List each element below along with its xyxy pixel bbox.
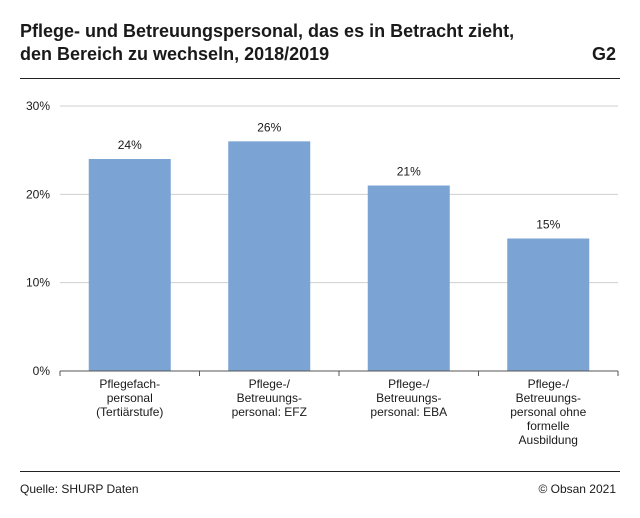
data-label: 15% bbox=[536, 218, 560, 232]
source-note: Quelle: SHURP Daten bbox=[20, 482, 139, 496]
chart-title: Pflege- und Betreuungspersonal, das es i… bbox=[20, 21, 515, 64]
data-label: 21% bbox=[397, 165, 421, 179]
x-tick-label-line: personal: EFZ bbox=[232, 405, 307, 419]
x-tick-label-line: Pflege-/ bbox=[528, 377, 570, 391]
x-tick-label-line: Ausbildung bbox=[519, 433, 578, 447]
y-tick-label: 10% bbox=[26, 276, 50, 290]
x-tick-label: Pflege-/Betreuungs-personal: EFZ bbox=[232, 377, 307, 419]
copyright-note: © Obsan 2021 bbox=[538, 482, 616, 496]
bar bbox=[367, 185, 450, 371]
data-label: 24% bbox=[118, 138, 142, 152]
bar bbox=[228, 141, 311, 371]
x-tick-label-line: Betreuungs- bbox=[237, 391, 302, 405]
x-tick-label: Pflege-/Betreuungs-personal: EBA bbox=[370, 377, 447, 419]
y-tick-label: 0% bbox=[33, 364, 51, 378]
x-tick-label-line: Pflegefach- bbox=[99, 377, 160, 391]
x-tick-label-line: personal: EBA bbox=[370, 405, 447, 419]
y-tick-label: 30% bbox=[26, 99, 50, 113]
x-tick-label-line: formelle bbox=[527, 419, 570, 433]
top-divider bbox=[20, 78, 620, 79]
x-tick-label-line: personal ohne bbox=[510, 405, 586, 419]
x-tick-label-line: Pflege-/ bbox=[388, 377, 430, 391]
chart-code: G2 bbox=[591, 44, 616, 64]
y-tick-label: 20% bbox=[26, 187, 50, 201]
x-tick-label: Pflegefach-personal (Tertiärstufe) bbox=[96, 377, 163, 419]
bar bbox=[507, 238, 590, 371]
x-tick-label: Pflege-/Betreuungs-personal ohne formelle… bbox=[510, 377, 586, 447]
x-tick-label-line: Betreuungs- bbox=[376, 391, 441, 405]
x-tick-label-line: Pflege-/ bbox=[249, 377, 291, 391]
bar bbox=[88, 159, 171, 371]
x-tick-label-line: (Tertiärstufe) bbox=[96, 405, 163, 419]
x-tick-label-line: personal bbox=[107, 391, 153, 405]
x-tick-label-line: Betreuungs- bbox=[516, 391, 581, 405]
bottom-divider bbox=[20, 471, 620, 472]
data-label: 26% bbox=[257, 120, 281, 134]
